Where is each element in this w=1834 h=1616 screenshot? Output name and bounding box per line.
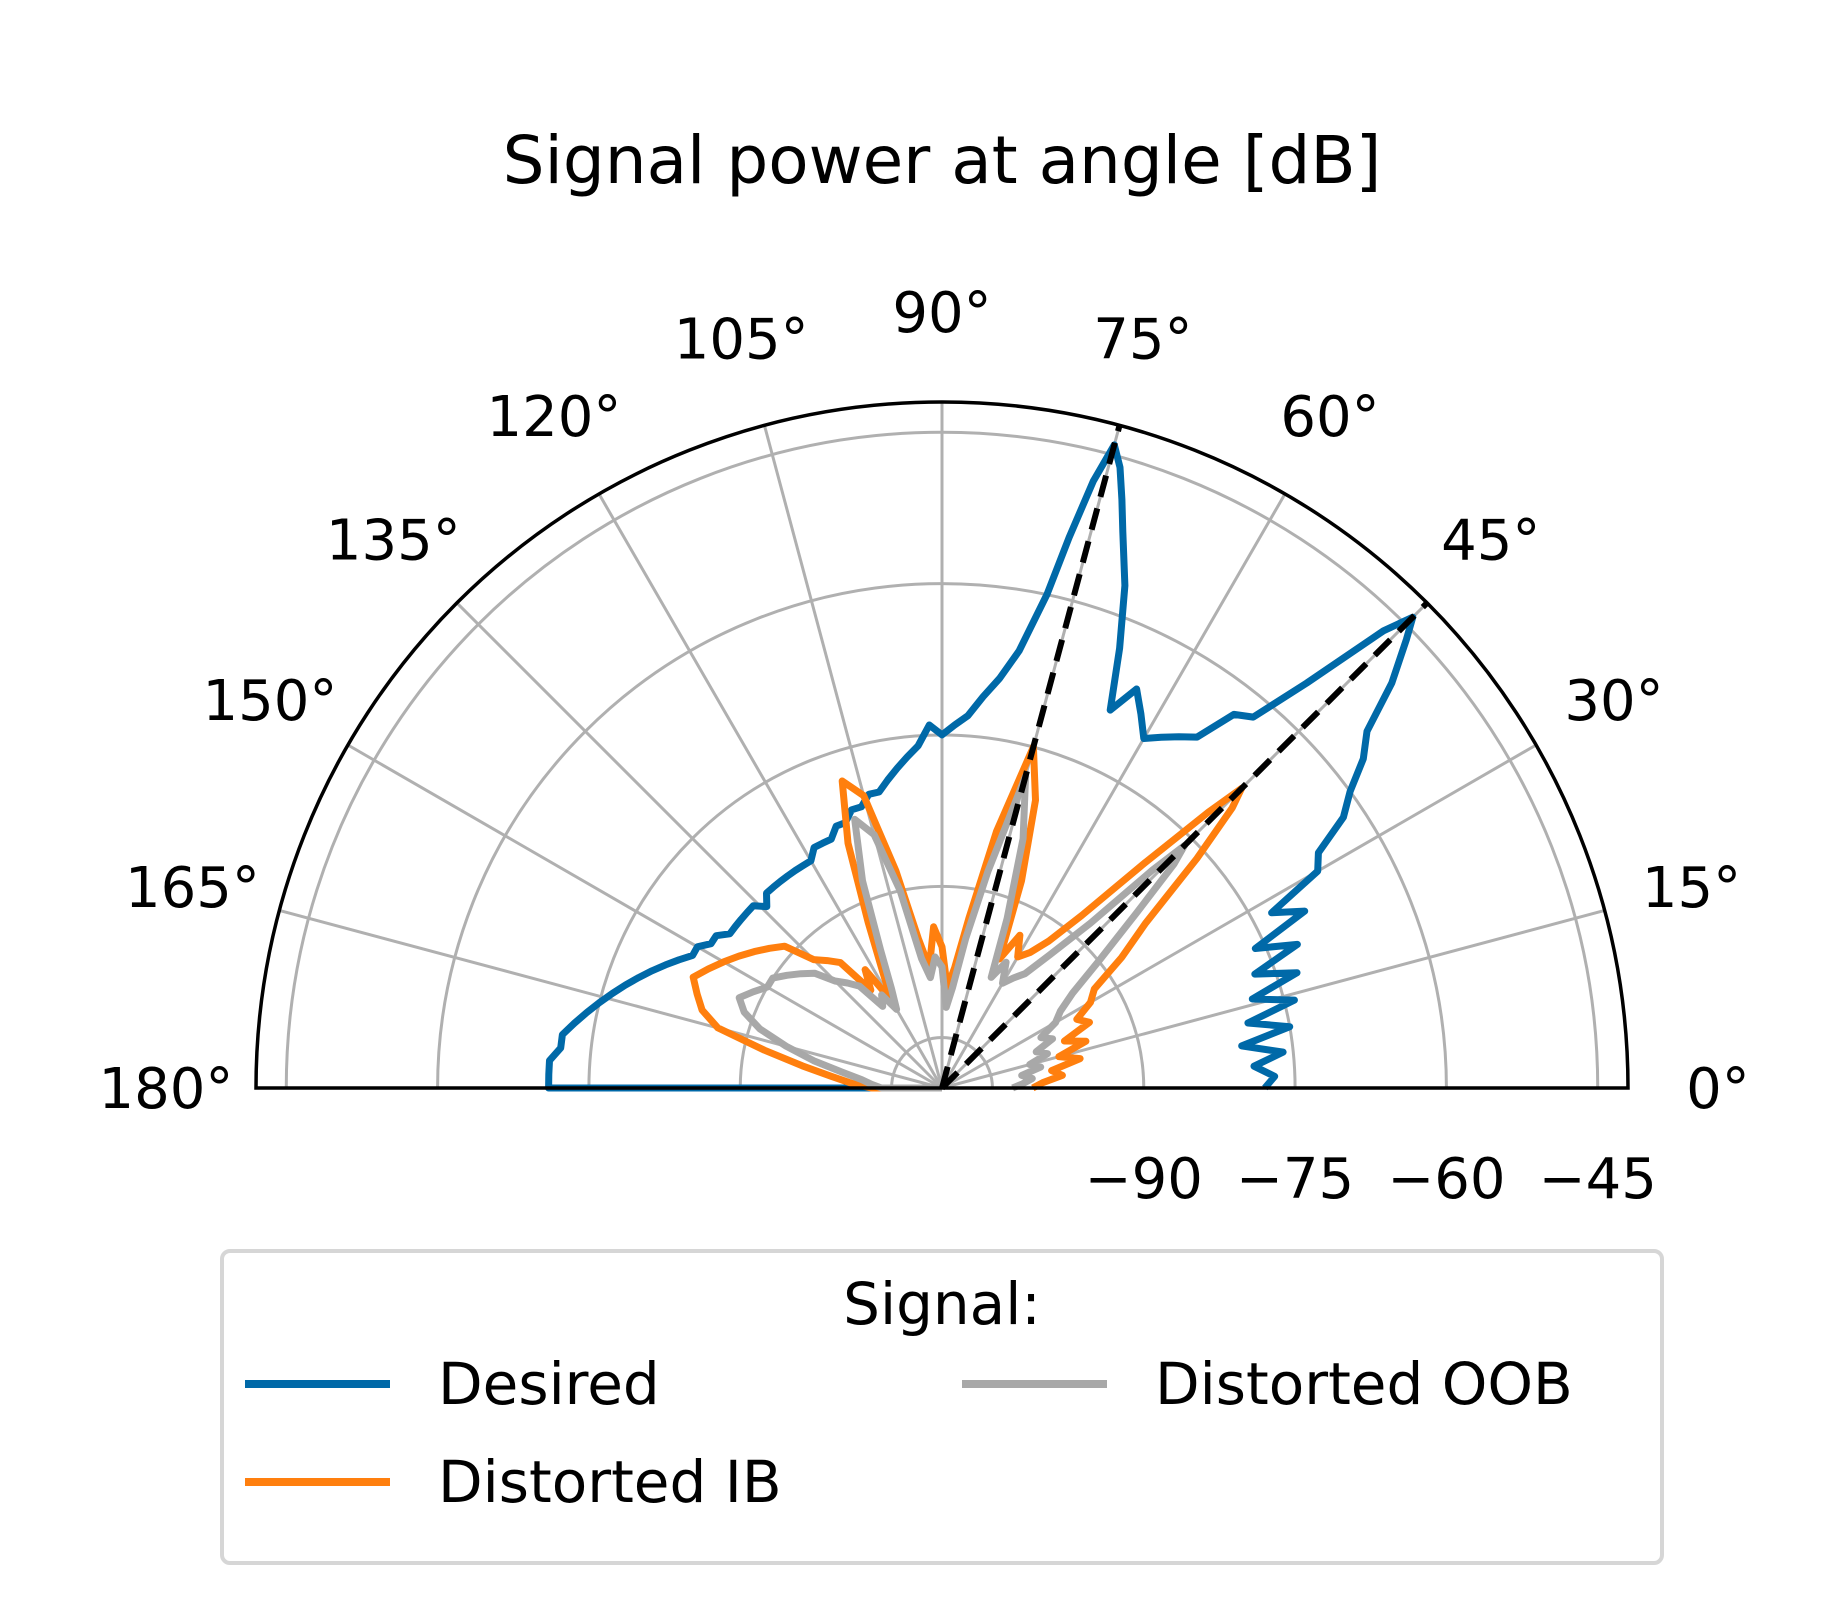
series-group xyxy=(545,441,1417,1092)
theta-tick-105: 105° xyxy=(674,307,809,372)
legend-label: Distorted IB xyxy=(438,1448,782,1516)
legend-items: Desired Distorted IB Distorted OOB xyxy=(245,1350,1573,1516)
theta-tick-45: 45° xyxy=(1441,508,1540,573)
theta-tick-60: 60° xyxy=(1280,385,1379,450)
legend-item-distorted-oob: Distorted OOB xyxy=(962,1350,1573,1418)
theta-tick-120: 120° xyxy=(487,385,622,450)
r-tick-3: −45 xyxy=(1539,1147,1657,1212)
theta-tick-135: 135° xyxy=(326,508,461,573)
legend-item-desired: Desired xyxy=(245,1350,660,1418)
legend: Signal: Desired Distorted IB Distorted OOB xyxy=(220,1249,1664,1565)
legend-item-distorted-ib: Distorted IB xyxy=(245,1448,782,1516)
angular-gridline-7 xyxy=(763,424,944,1089)
legend-title: Signal: xyxy=(843,1270,1041,1338)
angular-gridline-10 xyxy=(347,743,943,1090)
legend-label: Desired xyxy=(438,1350,660,1418)
r-tick-1: −75 xyxy=(1236,1147,1354,1212)
legend-frame xyxy=(220,1249,1664,1565)
r-tick-2: −60 xyxy=(1387,1147,1505,1212)
r-tick-0: −90 xyxy=(1085,1147,1203,1212)
theta-tick-15: 15° xyxy=(1642,856,1741,921)
angular-gridline-9 xyxy=(455,601,944,1090)
chart-title: Signal power at angle [dB] xyxy=(503,122,1382,199)
theta-tick-165: 165° xyxy=(125,856,260,921)
theta-tick-90: 90° xyxy=(892,281,991,346)
reference-line-75 xyxy=(939,424,1123,1089)
series-line-distorted-oob xyxy=(735,772,1188,1092)
theta-tick-150: 150° xyxy=(203,669,338,734)
legend-label: Distorted OOB xyxy=(1155,1350,1573,1418)
theta-tick-75: 75° xyxy=(1093,307,1192,372)
angular-gridline-4 xyxy=(940,493,1287,1089)
theta-tick-180: 180° xyxy=(99,1057,234,1122)
radial-tick-labels: −90 −75 −60 −45 xyxy=(1085,1147,1657,1212)
angular-gridline-11 xyxy=(278,909,943,1090)
polar-frame xyxy=(254,400,1630,1090)
reference-line-45 xyxy=(939,600,1430,1091)
theta-tick-0: 0° xyxy=(1686,1057,1750,1122)
series-line-desired xyxy=(545,441,1417,1092)
theta-tick-30: 30° xyxy=(1564,669,1663,734)
theta-tick-labels: 0° 15° 30° 45° 60° 75° 90° 105° 120° 135° 150° 165°… xyxy=(99,281,1750,1122)
reference-lines xyxy=(939,424,1430,1091)
angular-gridline-2 xyxy=(941,743,1537,1090)
